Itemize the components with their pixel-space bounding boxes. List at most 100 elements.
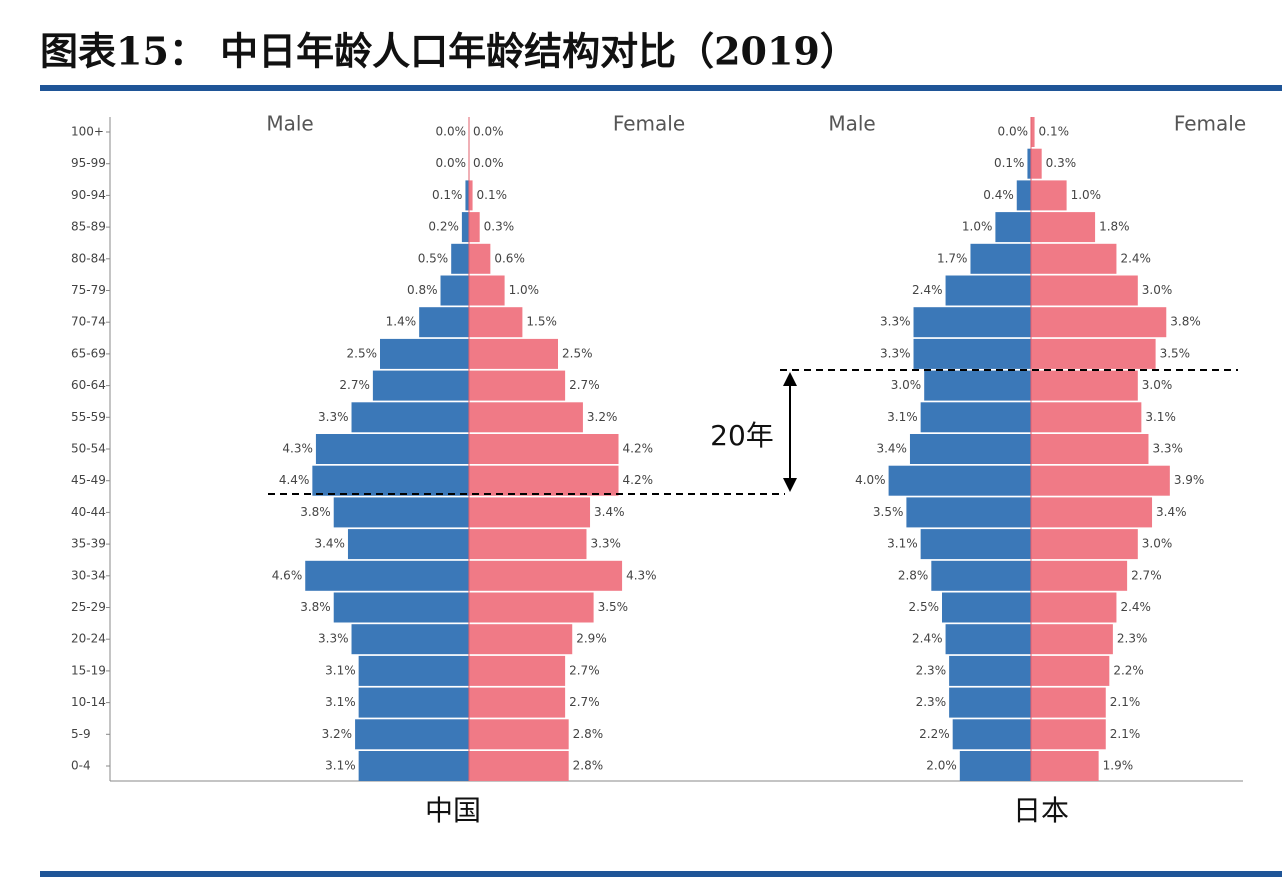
bar [461, 212, 469, 243]
value-label: 0.8% [407, 283, 438, 297]
value-label: 2.5% [347, 346, 378, 360]
y-tick-label: 65-69 [71, 346, 106, 360]
bar [1031, 687, 1106, 718]
bar [913, 338, 1031, 369]
y-tick-label: 100+ [71, 125, 104, 139]
value-label: 0.6% [494, 251, 525, 265]
bar [945, 275, 1031, 306]
bar [1031, 148, 1042, 179]
value-label: 0.4% [983, 188, 1014, 202]
bar [1031, 370, 1138, 401]
bar [1031, 402, 1142, 433]
value-label: 2.5% [562, 346, 593, 360]
value-label: 4.2% [623, 442, 654, 456]
chart-title: 中国 [425, 794, 481, 827]
legend-label: Female [613, 112, 685, 136]
bar [952, 719, 1031, 750]
y-tick-label: 80-84 [71, 251, 106, 265]
bar [469, 465, 619, 496]
value-label: 3.4% [314, 537, 345, 551]
bar [469, 751, 569, 781]
bar [1031, 529, 1138, 560]
y-tick-label: 35-39 [71, 537, 106, 551]
value-label: 3.8% [1170, 315, 1201, 329]
bar [469, 370, 566, 401]
value-label: 2.8% [898, 568, 929, 582]
value-label: 3.3% [318, 632, 349, 646]
title-rule [40, 85, 1282, 91]
value-label: 3.3% [590, 537, 621, 551]
bar [1031, 338, 1156, 369]
bar [419, 307, 469, 338]
bar [351, 402, 469, 433]
value-label: 2.7% [569, 663, 600, 677]
bar [351, 624, 469, 655]
bar [942, 592, 1031, 623]
value-label: 3.3% [880, 315, 911, 329]
bar [913, 307, 1031, 338]
value-label: 0.0% [998, 125, 1029, 139]
footer-rule [40, 871, 1282, 877]
value-label: 2.4% [912, 632, 943, 646]
value-label: 3.9% [1174, 473, 1205, 487]
bar [1027, 148, 1031, 179]
bar [333, 497, 469, 528]
legend-label: Male [828, 112, 875, 136]
bar [949, 655, 1031, 686]
bar [469, 497, 591, 528]
y-tick-label: 45-49 [71, 473, 106, 487]
value-label: 4.3% [282, 442, 313, 456]
value-label: 0.2% [428, 220, 459, 234]
value-label: 3.3% [318, 410, 349, 424]
bar [1031, 751, 1099, 781]
bar [945, 624, 1031, 655]
bar [1031, 560, 1128, 591]
value-label: 3.1% [887, 537, 918, 551]
value-label: 3.2% [322, 727, 353, 741]
value-label: 1.9% [1103, 759, 1134, 773]
value-label: 3.1% [1145, 410, 1176, 424]
y-tick-label: 95-99 [71, 156, 106, 170]
bar [440, 275, 469, 306]
value-label: 3.1% [887, 410, 918, 424]
y-tick-label: 30-34 [71, 568, 106, 582]
bar [1031, 719, 1106, 750]
bar [909, 434, 1031, 464]
bar [1031, 465, 1170, 496]
value-label: 0.0% [473, 156, 504, 170]
value-label: 3.0% [1142, 378, 1173, 392]
bar [469, 434, 619, 464]
bar [358, 655, 469, 686]
value-label: 1.5% [526, 315, 557, 329]
bar [1031, 497, 1153, 528]
bar [469, 180, 473, 211]
bar [469, 592, 594, 623]
bar [358, 751, 469, 781]
bar [469, 338, 558, 369]
value-label: 4.3% [626, 568, 657, 582]
value-label: 2.3% [916, 695, 947, 709]
y-tick-label: 20-24 [71, 632, 106, 646]
value-label: 2.0% [926, 759, 957, 773]
bar [469, 655, 566, 686]
bar [333, 592, 469, 623]
value-label: 2.2% [1113, 663, 1144, 677]
value-label: 0.0% [436, 156, 467, 170]
value-label: 2.9% [576, 632, 607, 646]
value-label: 2.1% [1110, 727, 1141, 741]
value-label: 2.3% [916, 663, 947, 677]
value-label: 3.3% [1152, 442, 1183, 456]
value-label: 2.8% [573, 759, 604, 773]
bar [1031, 624, 1113, 655]
y-tick-label: 60-64 [71, 378, 106, 392]
bar [380, 338, 469, 369]
bar [315, 434, 469, 464]
bar [312, 465, 469, 496]
value-label: 2.3% [1117, 632, 1148, 646]
bar [906, 497, 1031, 528]
y-tick-label: 0-4 [71, 759, 91, 773]
legend-label: Female [1174, 112, 1246, 136]
bar [469, 307, 523, 338]
chart-title: 日本 [1013, 794, 1069, 827]
